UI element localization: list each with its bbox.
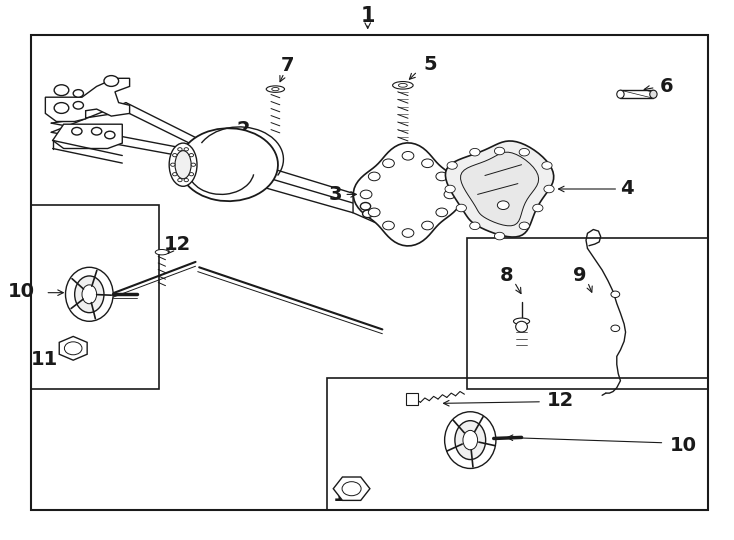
Ellipse shape [463, 430, 478, 450]
Bar [327, 378, 708, 510]
Ellipse shape [169, 143, 197, 186]
Ellipse shape [393, 82, 413, 89]
Text: 2: 2 [236, 120, 250, 139]
Circle shape [368, 208, 380, 217]
Text: 9: 9 [573, 266, 587, 285]
Text: 10: 10 [669, 436, 697, 455]
Circle shape [611, 291, 619, 298]
Circle shape [189, 153, 194, 157]
Polygon shape [333, 477, 370, 501]
Circle shape [73, 102, 84, 109]
Circle shape [470, 222, 480, 230]
Circle shape [421, 221, 433, 230]
Circle shape [172, 153, 177, 157]
Bar [467, 238, 708, 389]
Circle shape [611, 325, 619, 332]
FancyBboxPatch shape [406, 393, 418, 405]
Text: 12: 12 [547, 391, 575, 410]
Circle shape [360, 190, 372, 199]
Circle shape [363, 210, 373, 218]
Circle shape [72, 127, 82, 135]
Ellipse shape [175, 151, 191, 179]
Circle shape [368, 172, 380, 181]
Circle shape [360, 202, 371, 210]
Text: 3: 3 [329, 185, 342, 204]
Ellipse shape [514, 318, 530, 325]
Bar [31, 35, 708, 510]
Text: 7: 7 [280, 56, 294, 76]
Circle shape [421, 159, 433, 167]
Text: 12: 12 [164, 234, 191, 254]
Circle shape [519, 222, 529, 230]
Ellipse shape [650, 90, 657, 98]
Ellipse shape [156, 249, 168, 255]
Circle shape [189, 173, 194, 176]
Ellipse shape [617, 90, 624, 98]
Circle shape [542, 161, 552, 169]
Text: 6: 6 [659, 77, 673, 96]
Circle shape [382, 221, 394, 230]
Circle shape [498, 201, 509, 210]
Circle shape [54, 85, 69, 96]
Text: 11: 11 [333, 486, 360, 505]
Polygon shape [460, 152, 539, 226]
Ellipse shape [266, 86, 285, 92]
Polygon shape [353, 193, 382, 222]
Circle shape [402, 229, 414, 238]
Circle shape [65, 342, 82, 355]
Ellipse shape [455, 421, 486, 460]
Ellipse shape [75, 276, 104, 313]
Polygon shape [59, 336, 87, 360]
Circle shape [402, 151, 414, 160]
Text: 5: 5 [424, 55, 437, 75]
Text: 1: 1 [360, 6, 375, 26]
Circle shape [436, 172, 448, 181]
Circle shape [191, 163, 195, 166]
Circle shape [178, 179, 182, 182]
Ellipse shape [65, 267, 113, 321]
Circle shape [92, 127, 102, 135]
Circle shape [495, 232, 505, 240]
Polygon shape [46, 78, 130, 122]
Text: 4: 4 [620, 179, 634, 199]
Circle shape [519, 148, 529, 156]
Circle shape [447, 161, 457, 169]
Ellipse shape [445, 411, 496, 468]
Circle shape [444, 190, 456, 199]
Ellipse shape [82, 285, 97, 303]
Circle shape [170, 163, 175, 166]
Circle shape [105, 131, 115, 139]
Text: 10: 10 [7, 282, 34, 301]
Circle shape [184, 179, 189, 182]
Bar [31, 205, 159, 389]
Polygon shape [53, 124, 123, 148]
Circle shape [73, 90, 84, 97]
Circle shape [104, 76, 119, 86]
Circle shape [342, 482, 361, 496]
Circle shape [544, 185, 554, 193]
Circle shape [470, 148, 480, 156]
Circle shape [184, 147, 189, 151]
Text: 11: 11 [32, 349, 59, 369]
Circle shape [54, 103, 69, 113]
Circle shape [495, 147, 505, 155]
Circle shape [382, 159, 394, 167]
Ellipse shape [272, 87, 279, 91]
Ellipse shape [516, 321, 528, 332]
Text: 8: 8 [500, 266, 514, 285]
Circle shape [533, 204, 543, 212]
Circle shape [457, 204, 466, 212]
Polygon shape [353, 143, 462, 246]
Ellipse shape [179, 129, 278, 201]
Circle shape [172, 173, 177, 176]
Ellipse shape [399, 83, 407, 87]
Circle shape [445, 185, 455, 193]
Circle shape [178, 147, 182, 151]
Polygon shape [446, 141, 553, 237]
Circle shape [436, 208, 448, 217]
